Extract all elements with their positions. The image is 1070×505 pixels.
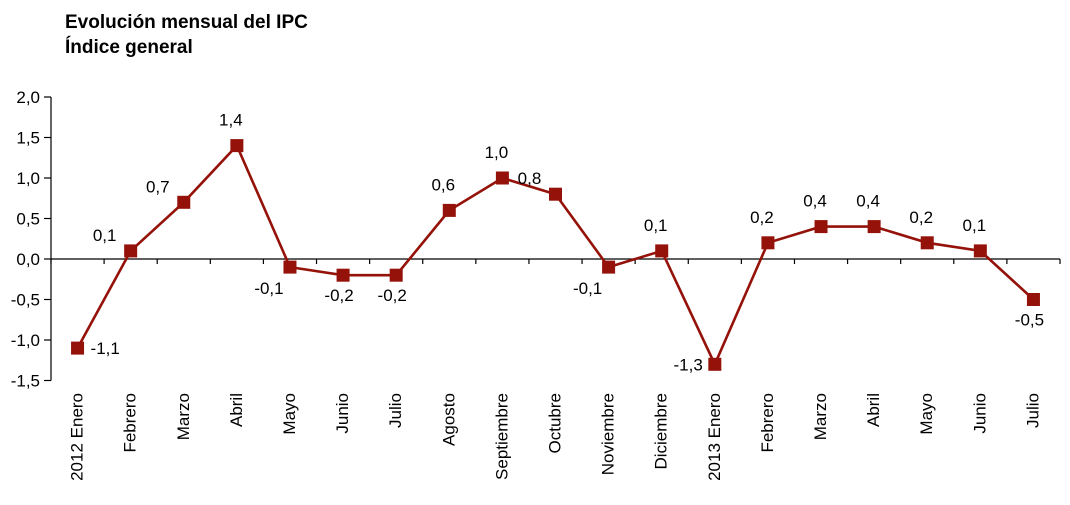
x-axis-category-label: Agosto	[439, 393, 458, 446]
x-axis-category-label: Diciembre	[652, 393, 671, 470]
y-axis-tick-label: 1,5	[16, 129, 40, 148]
y-axis-tick-label: -1,5	[11, 372, 40, 391]
x-axis-category-label: Febrero	[758, 393, 777, 453]
data-point-marker	[177, 195, 191, 209]
x-axis-category-label: Abril	[864, 393, 883, 427]
x-axis-category-label: Febrero	[121, 393, 140, 453]
data-point-marker	[1026, 293, 1040, 306]
data-point-marker	[230, 139, 244, 153]
data-point-label: -0,5	[1015, 311, 1044, 330]
data-point-label: 0,6	[431, 175, 455, 194]
x-axis-category-label: Noviembre	[599, 393, 618, 475]
data-point-marker	[283, 260, 297, 274]
x-axis-category-label: Abril	[227, 393, 246, 427]
data-point-label: 0,7	[146, 177, 170, 196]
data-point-marker	[495, 171, 509, 185]
y-axis-tick-label: 0,0	[16, 250, 40, 269]
data-point-label: 0,2	[750, 208, 774, 227]
data-point-marker	[124, 244, 138, 258]
x-axis-category-label: Septiembre	[492, 393, 511, 480]
data-point-label: 0,1	[963, 216, 987, 235]
data-point-label: 0,1	[93, 226, 117, 245]
series-line	[76, 143, 1035, 368]
data-point-marker	[814, 220, 828, 234]
x-axis-category-label: Junio	[970, 393, 989, 434]
y-axis-tick-label: 1,0	[16, 169, 40, 188]
data-point-marker	[549, 187, 562, 201]
x-axis-category-label: Julio	[1023, 393, 1042, 428]
data-point-label: 0,1	[644, 216, 668, 235]
x-axis-category-label: Julio	[386, 393, 405, 428]
data-point-label: 1,0	[485, 143, 509, 162]
y-axis-tick-label: 0,5	[16, 210, 40, 229]
x-axis-category-label: Mayo	[280, 393, 299, 435]
x-axis-category-label: Junio	[333, 393, 352, 434]
y-axis-tick-label: -0,5	[11, 291, 40, 310]
data-point-label: 0,8	[518, 169, 542, 188]
chart-title-line2: Índice general	[65, 37, 193, 58]
data-point-marker	[867, 220, 881, 234]
data-point-marker	[973, 244, 987, 258]
data-point-marker	[655, 244, 669, 258]
data-point-marker	[71, 341, 85, 355]
data-point-label: 0,2	[909, 208, 933, 227]
data-point-label: -0,1	[573, 279, 602, 298]
data-point-marker	[442, 203, 456, 217]
chart-title: Evolución mensual del IPC Índice general	[65, 10, 308, 60]
data-point-label: -0,2	[378, 286, 407, 305]
data-point-marker	[708, 357, 722, 371]
data-point-marker	[761, 236, 775, 250]
data-point-marker	[920, 236, 934, 250]
x-axis-category-label: Marzo	[811, 393, 830, 440]
x-axis-category-label: 2012 Enero	[68, 393, 87, 481]
x-axis-category-label: Octubre	[546, 393, 565, 453]
data-point-label: 1,4	[219, 111, 243, 130]
y-axis-tick-label: 2,0	[16, 88, 40, 107]
data-point-label: -0,2	[324, 286, 353, 305]
x-axis-category-label: Mayo	[917, 393, 936, 435]
x-axis-category-label: Marzo	[174, 393, 193, 440]
data-point-marker	[602, 260, 616, 274]
y-axis-tick-label: -1,0	[11, 331, 40, 350]
x-axis-category-label: 2013 Enero	[705, 393, 724, 481]
data-point-label: 0,4	[803, 192, 827, 211]
data-point-label: -0,1	[254, 279, 283, 298]
data-point-label: -1,3	[674, 355, 703, 374]
chart-title-line1: Evolución mensual del IPC	[65, 12, 308, 33]
data-point-marker	[389, 268, 403, 282]
data-point-label: -1,1	[91, 339, 120, 358]
data-point-marker	[336, 268, 350, 282]
data-point-label: 0,4	[856, 192, 880, 211]
